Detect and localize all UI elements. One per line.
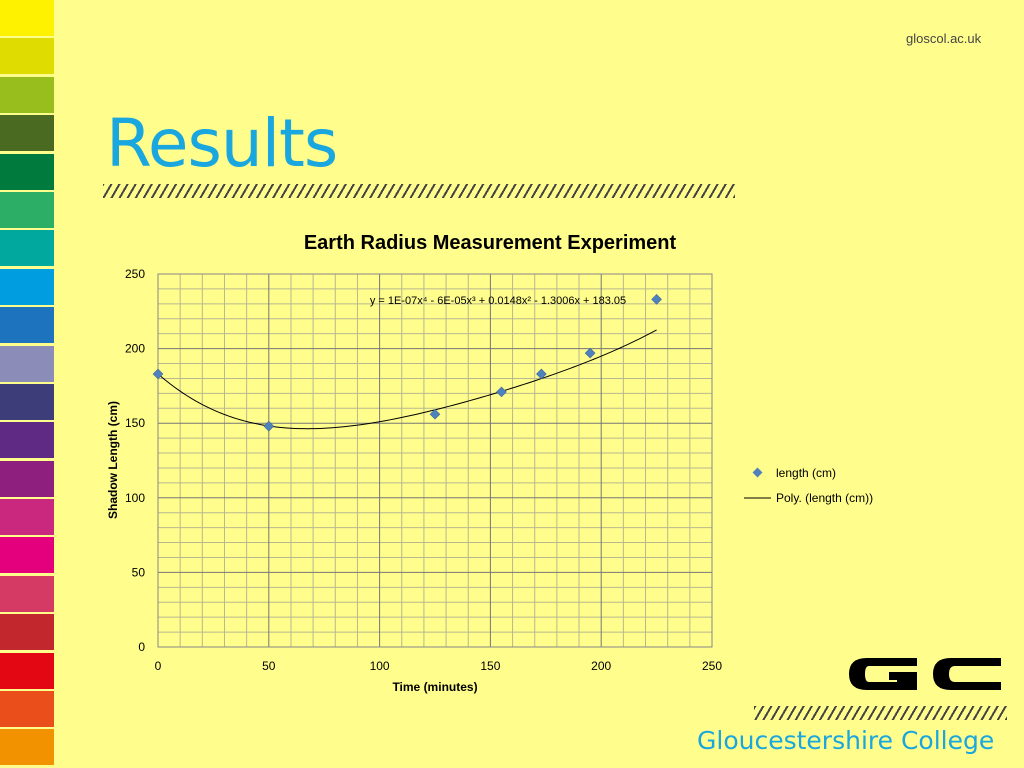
color-strip-block xyxy=(0,191,54,228)
x-tick-label: 100 xyxy=(370,659,390,673)
color-strip-block xyxy=(0,729,54,766)
y-tick-label: 0 xyxy=(138,640,145,654)
data-points xyxy=(152,294,662,432)
color-strip-block xyxy=(0,691,54,728)
legend-label-length: length (cm) xyxy=(776,466,836,480)
legend-marker-length xyxy=(752,467,763,478)
color-strip-block xyxy=(0,460,54,497)
y-tick-label: 150 xyxy=(125,416,145,430)
y-tick-labels: 0 50 100 150 200 250 xyxy=(125,267,145,654)
x-tick-label: 200 xyxy=(591,659,611,673)
major-gridlines xyxy=(157,273,713,648)
college-name: Gloucestershire College xyxy=(697,726,995,755)
legend: length (cm) Poly. (length (cm)) xyxy=(744,466,873,505)
color-strip-block xyxy=(0,537,54,574)
x-tick-labels: 0 50 100 150 200 250 xyxy=(155,659,723,673)
x-axis-label: Time (minutes) xyxy=(392,680,477,694)
color-strip-block xyxy=(0,268,54,305)
color-strip-block xyxy=(0,652,54,689)
y-axis-label: Shadow Length (cm) xyxy=(106,401,120,519)
legend-label-poly: Poly. (length (cm)) xyxy=(776,491,873,505)
color-strip-block xyxy=(0,0,54,36)
y-tick-label: 100 xyxy=(125,491,145,505)
color-strip-block xyxy=(0,575,54,612)
data-point xyxy=(536,368,547,380)
color-strip-block xyxy=(0,345,54,382)
title-underline-hatch xyxy=(103,184,735,198)
color-strip xyxy=(0,0,54,768)
y-tick-label: 200 xyxy=(125,342,145,356)
color-strip-block xyxy=(0,307,54,344)
color-strip-block xyxy=(0,383,54,420)
data-point xyxy=(429,408,441,420)
x-tick-label: 50 xyxy=(262,659,276,673)
minor-gridlines xyxy=(158,274,712,647)
x-tick-label: 150 xyxy=(480,659,500,673)
footer-hatch xyxy=(754,706,1007,720)
data-point xyxy=(584,347,596,359)
color-strip-block xyxy=(0,614,54,651)
color-strip-block xyxy=(0,76,54,113)
gc-logo xyxy=(849,658,1001,690)
y-tick-label: 250 xyxy=(125,267,145,281)
color-strip-block xyxy=(0,38,54,75)
trendline xyxy=(157,329,657,430)
y-tick-label: 50 xyxy=(132,565,146,579)
color-strip-block xyxy=(0,422,54,459)
site-url: gloscol.ac.uk xyxy=(906,31,982,46)
data-point xyxy=(651,294,662,305)
trendline-equation: y = 1E-07x⁴ - 6E-05x³ + 0.0148x² - 1.300… xyxy=(370,295,626,307)
x-tick-label: 250 xyxy=(702,659,722,673)
chart-title: Earth Radius Measurement Experiment xyxy=(304,232,677,254)
color-strip-block xyxy=(0,499,54,536)
slide-title: Results xyxy=(106,105,338,182)
color-strip-block xyxy=(0,153,54,190)
data-point xyxy=(152,368,164,380)
plot-area-frame xyxy=(157,273,713,648)
color-strip-block xyxy=(0,115,54,152)
color-strip-block xyxy=(0,230,54,267)
data-point xyxy=(496,386,507,398)
x-tick-label: 0 xyxy=(155,659,162,673)
data-point xyxy=(263,420,275,432)
